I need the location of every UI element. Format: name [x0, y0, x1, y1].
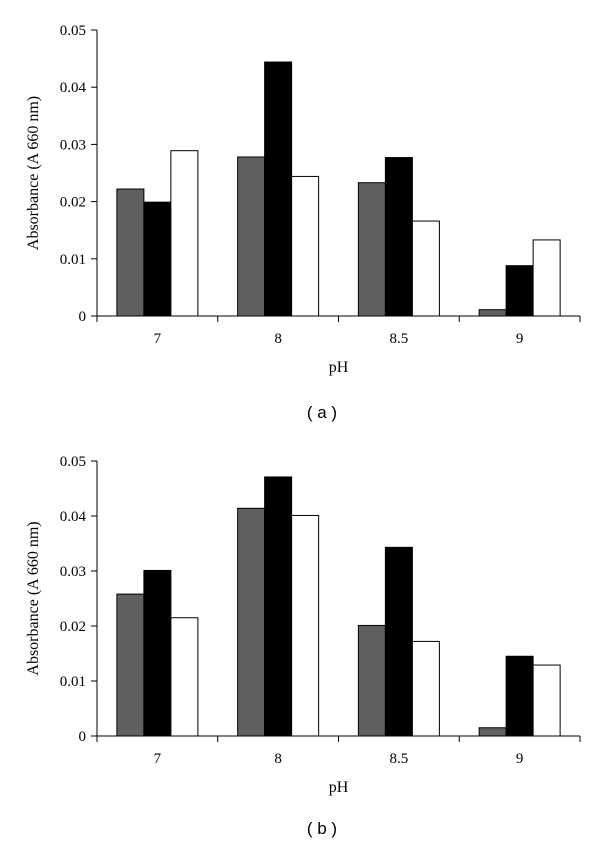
bar-series-1-9	[478, 727, 507, 737]
y-tick-label: 0.05	[60, 23, 86, 39]
bar-series-3-8.5	[411, 220, 440, 317]
x-tick-label: 9	[516, 331, 524, 347]
bar-series-1-9	[478, 309, 507, 317]
bar-series-2-8	[264, 476, 293, 737]
y-tick-label: 0.04	[60, 509, 87, 525]
bar-series-1-7	[116, 593, 145, 737]
chart-panel-a: 00.010.020.030.040.05 7 8 8.5 9 Absorbance …	[25, 23, 581, 422]
y-axis-title: Absorbance (A 660 nm)	[25, 521, 42, 675]
bar-series-2-8.5	[384, 157, 413, 317]
bar-series-3-7	[170, 150, 199, 317]
x-tick-label: 9	[516, 751, 524, 767]
bar-series-3-9	[532, 239, 561, 317]
y-tick-label: 0.04	[60, 80, 87, 96]
x-tick-label: 8.5	[390, 751, 409, 767]
panel-label-a: ( a )	[307, 403, 337, 422]
bar-series-2-9	[505, 655, 534, 737]
bar-series-1-8	[237, 156, 266, 317]
y-tick-label: 0.05	[60, 454, 86, 470]
y-tick-label: 0	[79, 309, 87, 325]
bar-series-2-7	[143, 569, 172, 737]
x-ticks: 7 8 8.5 9	[96, 316, 581, 347]
bar-series-2-9	[505, 265, 534, 317]
bar-series-2-8.5	[384, 546, 413, 737]
bar-series-3-9	[532, 664, 561, 737]
y-tick-label: 0.03	[60, 137, 86, 153]
y-tick-label: 0.01	[60, 252, 86, 268]
x-tick-label: 8	[274, 751, 282, 767]
bar-series-2-7	[143, 201, 172, 317]
bar-series-1-8.5	[357, 182, 386, 317]
y-axis-title: Absorbance (A 660 nm)	[25, 96, 42, 250]
x-axis-title: pH	[329, 359, 349, 376]
x-tick-label: 7	[154, 331, 162, 347]
bars-group	[116, 476, 561, 737]
y-tick-label: 0.03	[60, 564, 86, 580]
bar-series-2-8	[264, 61, 293, 317]
bar-series-1-7	[116, 188, 145, 317]
x-tick-label: 8.5	[390, 331, 409, 347]
y-ticks: 0 0.01 0.02 0.03 0.04 0.05	[60, 454, 97, 745]
bar-series-1-8	[237, 507, 266, 737]
y-tick-label: 0	[79, 729, 87, 745]
x-tick-label: 7	[154, 751, 162, 767]
x-tick-label: 8	[274, 331, 282, 347]
y-tick-label: 0.02	[60, 195, 86, 211]
chart-panel-b: 00.010.020.030.040.05 7 8 8.5 9 Absorbance …	[25, 454, 581, 838]
bars-group	[116, 61, 561, 317]
y-tick-label: 0.02	[60, 619, 86, 635]
bar-series-1-8.5	[357, 624, 386, 737]
y-tick-label: 0.01	[60, 674, 86, 690]
bar-series-3-8	[291, 514, 320, 737]
bar-series-3-8	[291, 175, 320, 317]
x-ticks: 7 8 8.5 9	[96, 736, 581, 767]
x-axis-title: pH	[329, 779, 349, 796]
panel-label-b: ( b )	[307, 819, 337, 838]
y-ticks: 0 0.01 0.02 0.03 0.04 0.05	[60, 23, 97, 325]
bar-series-3-7	[170, 617, 199, 737]
bar-series-3-8.5	[411, 640, 440, 737]
